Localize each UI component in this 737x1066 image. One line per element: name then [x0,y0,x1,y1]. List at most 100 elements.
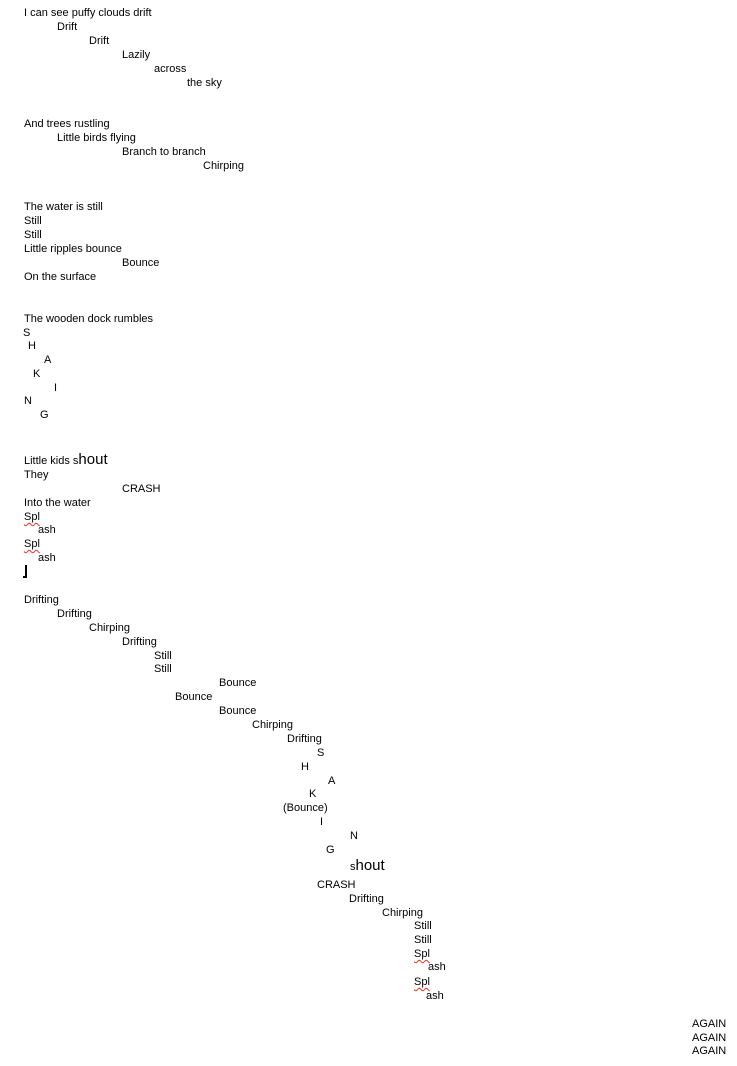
poem-line[interactable]: Drifting [287,732,322,746]
poem-line[interactable]: Bounce [175,690,212,704]
poem-line[interactable]: Drifting [122,635,157,649]
poem-line[interactable]: Drift [89,34,109,48]
poem-line[interactable]: S [23,326,30,340]
poem-line[interactable]: G [40,408,49,422]
poem-line-text: Into the water [24,497,91,509]
poem-line[interactable]: And trees rustling [24,117,110,131]
poem-line-text: Bounce [219,677,257,689]
poem-line[interactable]: AGAIN [692,1017,726,1031]
poem-line[interactable]: Drifting [57,607,92,621]
poem-line[interactable]: (Bounce) [283,801,328,815]
poem-line-text: I [320,816,324,828]
poem-line[interactable]: Still [24,214,42,228]
poem-line-text: AGAIN [692,1018,727,1030]
misspelled-word: Spl [24,538,40,550]
poem-line[interactable]: Drifting [349,892,384,906]
poem-line[interactable]: N [350,829,358,843]
text-cursor [23,565,27,578]
poem-line-text: AGAIN [692,1032,727,1044]
poem-line[interactable]: Still [414,933,432,947]
poem-line[interactable]: Little ripples bounce [24,242,122,256]
poem-line[interactable]: CRASH [122,482,161,496]
poem-line-text: ash [428,961,446,973]
poem-line[interactable]: Into the water [24,496,91,510]
poem-line[interactable]: G [326,843,335,857]
poem-line[interactable]: Bounce [219,704,256,718]
poem-line[interactable]: I can see puffy clouds drift [24,6,152,20]
poem-line[interactable]: A [44,353,51,367]
poem-line[interactable]: H [28,339,36,353]
poem-line[interactable]: Little birds flying [57,131,136,145]
poem-line[interactable]: I [320,815,323,829]
poem-line-text: Drifting [122,636,157,648]
poem-line[interactable]: AGAIN [692,1044,726,1058]
poem-line[interactable]: Chirping [252,718,293,732]
poem-line[interactable]: Still [154,649,172,663]
misspelled-word: Spl [24,511,40,523]
poem-line-text: Little birds flying [57,132,136,144]
poem-line[interactable]: AGAIN [692,1031,726,1045]
poem-line-text: G [40,409,49,421]
poem-line-text: Bounce [122,257,160,269]
poem-line[interactable]: Spl [24,510,40,524]
poem-line[interactable]: the sky [187,76,222,90]
poem-line[interactable]: They [24,468,48,482]
poem-line[interactable]: Still [154,662,172,676]
poem-line[interactable]: The wooden dock rumbles [24,312,153,326]
poem-line[interactable]: Chirping [89,621,130,635]
poem-line[interactable]: On the surface [24,270,96,284]
poem-line[interactable]: Still [24,228,42,242]
poem-line[interactable]: ash [428,960,446,974]
poem-line[interactable]: ash [38,523,56,537]
poem-line[interactable]: Bounce [219,676,256,690]
poem-line-text: ash [38,552,56,564]
poem-line[interactable]: shout [350,857,385,875]
poem-line[interactable]: K [33,367,40,381]
poem-line[interactable]: Drift [57,20,77,34]
poem-line[interactable]: N [24,394,32,408]
poem-line[interactable]: Spl [414,947,430,961]
poem-line-text: K [33,368,41,380]
poem-line-text: Still [154,663,172,675]
poem-line-text: H [301,761,309,773]
poem-line-text: And trees rustling [24,118,110,130]
poem-text-emphasis: hout [78,451,108,468]
poem-line[interactable]: Branch to branch [122,145,206,159]
poem-line[interactable]: Lazily [122,48,150,62]
poem-line-text: Drifting [287,733,322,745]
poem-line[interactable]: Little kids shout [24,451,108,469]
poem-line-text: Little ripples bounce [24,243,122,255]
poem-line-text: H [28,340,36,352]
poem-line-text: N [350,830,358,842]
poem-line[interactable]: ash [426,989,444,1003]
poem-line[interactable]: Spl [24,537,40,551]
poem-line[interactable]: CRASH [317,878,356,892]
poem-line-text: Drifting [57,608,92,620]
poem-line[interactable]: S [317,746,324,760]
poem-line-text: I can see puffy clouds drift [24,7,152,19]
poem-line[interactable]: A [328,774,335,788]
poem-line[interactable]: The water is still [24,200,103,214]
poem-line[interactable]: Spl [414,975,430,989]
poem-line-text: Still [414,920,432,932]
poem-line[interactable]: Still [414,919,432,933]
poem-line-text: Still [154,650,172,662]
poem-line[interactable]: H [301,760,309,774]
poem-line-text: A [44,354,52,366]
poem-line[interactable]: I [54,381,57,395]
poem-line[interactable]: K [309,787,316,801]
poem-line-text: Still [24,229,42,241]
poem-line-text: Bounce [219,705,257,717]
poem-line[interactable]: across [154,62,186,76]
poem-line-text: (Bounce) [283,802,328,814]
poem-line[interactable]: Chirping [382,906,423,920]
poem-line[interactable]: Bounce [122,256,159,270]
misspelled-word: Spl [414,976,430,988]
poem-line-text: I [54,382,58,394]
poem-line[interactable]: ash [38,551,56,565]
poem-line[interactable]: Drifting [24,593,59,607]
poem-line[interactable]: Chirping [203,159,244,173]
poem-line-text: Chirping [252,719,293,731]
poem-line-text: A [328,775,336,787]
